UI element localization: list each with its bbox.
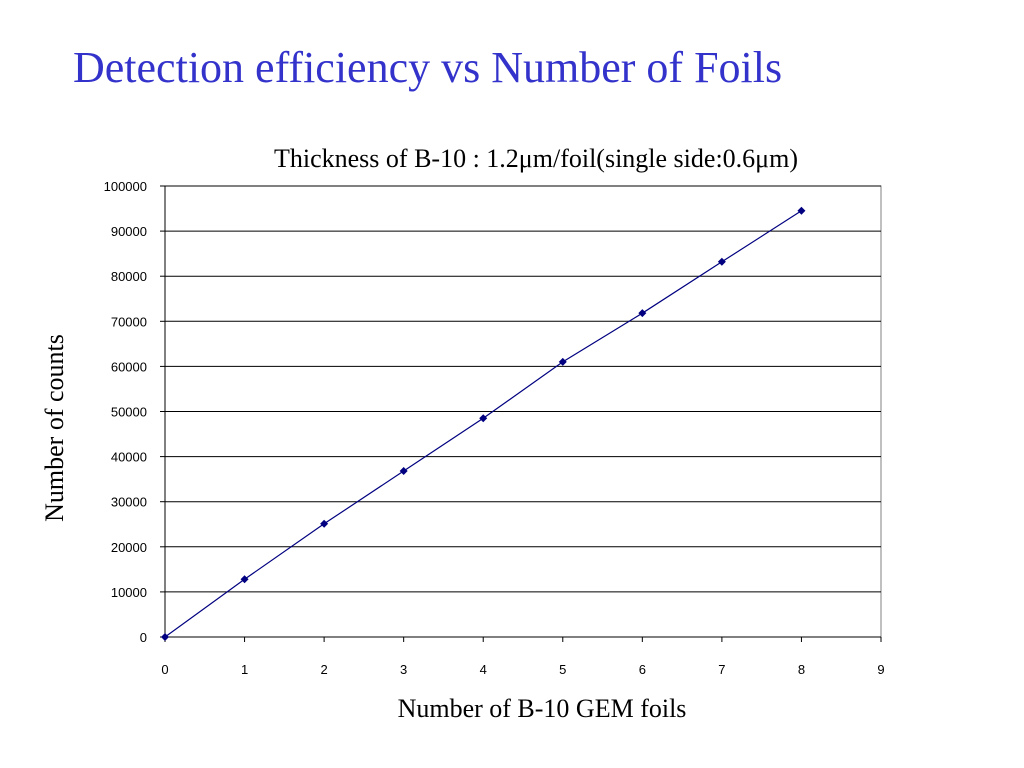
- data-point: [717, 257, 726, 266]
- x-tick-label: 8: [798, 662, 805, 677]
- y-tick-label: 100000: [104, 179, 147, 194]
- y-tick-label: 30000: [111, 495, 147, 510]
- y-tick-label: 10000: [111, 585, 147, 600]
- y-tick-label: 90000: [111, 224, 147, 239]
- data-point: [638, 309, 647, 318]
- x-tick-label: 7: [718, 662, 725, 677]
- data-point: [320, 519, 329, 528]
- x-tick-label: 2: [320, 662, 327, 677]
- x-tick-label: 4: [480, 662, 487, 677]
- data-series: [161, 206, 806, 641]
- data-point: [479, 414, 488, 423]
- x-tick-label: 0: [161, 662, 168, 677]
- x-tick-label: 1: [241, 662, 248, 677]
- slide-title: Detection efficiency vs Number of Foils: [73, 43, 783, 92]
- tick-labels: 0 10000 20000 30000 40000 50000 60000 70000 8000…: [104, 179, 885, 677]
- x-tick-label: 9: [877, 662, 884, 677]
- y-tick-label: 80000: [111, 269, 147, 284]
- x-tick-label: 3: [400, 662, 407, 677]
- y-tick-label: 60000: [111, 359, 147, 374]
- chart-subtitle: Thickness of B-10 : 1.2μm/foil(single si…: [274, 144, 798, 173]
- data-point: [161, 633, 169, 641]
- axes: [160, 185, 882, 642]
- x-axis-label: Number of B-10 GEM foils: [397, 694, 687, 723]
- data-point: [797, 206, 806, 215]
- y-tick-label: 50000: [111, 405, 147, 420]
- gridlines: [165, 185, 881, 593]
- y-tick-label: 0: [140, 630, 147, 645]
- y-tick-label: 70000: [111, 314, 147, 329]
- data-point: [240, 575, 249, 584]
- y-tick-label: 40000: [111, 450, 147, 465]
- data-point: [399, 467, 408, 476]
- y-tick-label: 20000: [111, 540, 147, 555]
- x-tick-label: 6: [639, 662, 646, 677]
- data-point: [558, 357, 567, 366]
- x-tick-label: 5: [559, 662, 566, 677]
